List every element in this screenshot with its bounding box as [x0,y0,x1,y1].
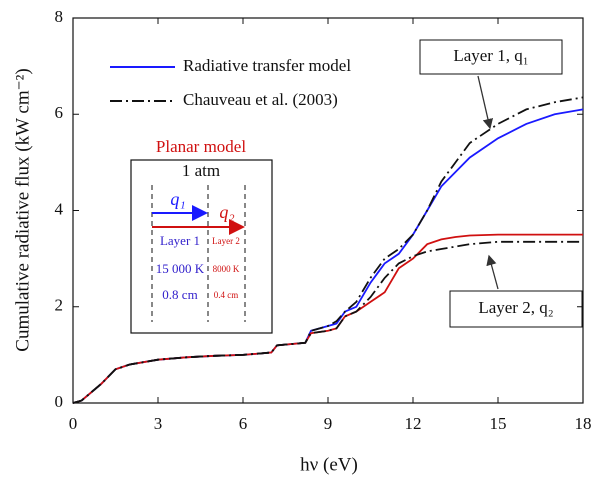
inset-pressure: 1 atm [182,161,220,180]
inset: Planar model 1 atm q₁ q₂ Layer 1 Layer 2… [130,137,273,334]
annotation-arrow [486,254,499,290]
series-layer [72,96,584,404]
y-tick-label: 6 [55,103,64,122]
x-tick-label: 3 [154,414,163,433]
annotation-box [419,39,563,75]
x-tick-label: 18 [575,414,592,433]
y-tick-label: 2 [55,296,64,315]
layer2-thickness: 0.4 cm [214,290,239,300]
annotation-arrow [477,75,494,130]
q1-label: q₁ [170,189,185,209]
q2-label: q₂ [219,202,234,222]
y-tick-label: 8 [55,7,64,26]
x-tick-label: 12 [405,414,422,433]
series-line [72,240,583,404]
layer2-temperature: 8000 K [213,264,240,274]
annotation-box [449,290,583,328]
y-axis-label: Cumulative radiative flux (kW cm⁻²) [12,68,33,351]
legend-label: Radiative transfer model [183,56,351,75]
y-tick-label: 4 [55,199,64,218]
annotation: Layer 2, q₂ [478,298,553,317]
layer1-label: Layer 1 [160,233,200,248]
x-tick-label: 9 [324,414,333,433]
annotation: Layer 1, q₁ [453,46,528,65]
x-tick-label: 6 [239,414,248,433]
layer1-thickness: 0.8 cm [162,287,197,302]
x-tick-label: 15 [490,414,507,433]
x-axis-label: hν (eV) [300,454,358,475]
x-tick-label: 0 [69,414,78,433]
inset-title: Planar model [156,137,246,156]
layer1-temperature: 15 000 K [156,261,205,276]
legend-label: Chauveau et al. (2003) [183,90,338,109]
y-tick-label: 0 [55,392,64,411]
inset-frame [130,159,273,334]
layer2-label: Layer 2 [212,236,240,246]
